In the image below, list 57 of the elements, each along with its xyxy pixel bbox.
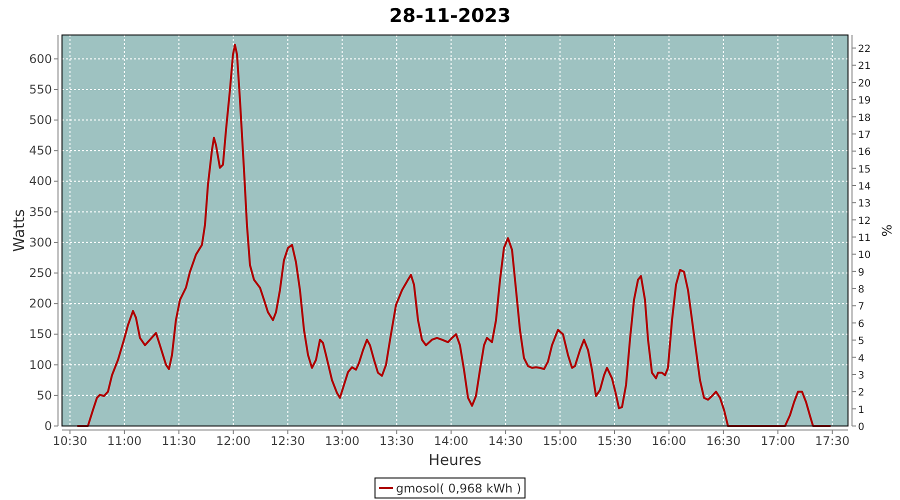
y2-tick-label: 12	[858, 216, 871, 227]
x-tick-label: 17:00	[760, 434, 796, 448]
y-tick-label: 200	[29, 296, 52, 311]
y2-tick-label: 19	[858, 96, 871, 107]
chart-title: 28-11-2023	[389, 5, 511, 27]
y2-tick-label: 6	[858, 318, 864, 330]
y-tick-label: 0	[44, 419, 52, 433]
y-tick-label: 100	[29, 358, 52, 372]
y-tick-label: 450	[29, 144, 52, 158]
y2-tick-label: 22	[858, 44, 871, 56]
y-tick-label: 550	[29, 82, 52, 96]
y-tick-label: 600	[29, 52, 52, 66]
line-series	[76, 44, 832, 427]
y2-tick-label: 10	[858, 250, 871, 262]
y2-tick-label: 8	[858, 284, 864, 296]
y2-tick-label: 9	[858, 267, 864, 278]
y2-tick-label: 16	[858, 147, 871, 158]
y2-tick-label: 5	[858, 336, 864, 348]
x-tick-label: 13:00	[324, 434, 360, 448]
y2-tick-label: 7	[858, 302, 864, 313]
x-tick-label: 10:30	[52, 434, 88, 448]
legend-label: gmosol( 0,968 kWh )	[396, 482, 522, 496]
y-tick-label: 50	[36, 388, 52, 402]
x-tick-label: 17:30	[815, 434, 850, 448]
x-tick-label: 16:30	[706, 434, 741, 448]
y2-tick-label: 4	[858, 353, 864, 364]
y-tick-label: 500	[29, 113, 52, 128]
x-tick-label: 14:30	[488, 434, 523, 448]
x-tick-label: 16:00	[652, 434, 686, 448]
x-tick-label: 11:00	[107, 434, 142, 448]
y2-tick-label: 0	[858, 422, 864, 433]
y2-tick-label: 17	[858, 130, 871, 141]
y2-tick-label: 18	[858, 112, 871, 124]
x-tick-label: 15:30	[597, 434, 632, 448]
y2-tick-label: 15	[858, 164, 871, 176]
y2-tick-label: 13	[858, 198, 871, 210]
x-tick-label: 14:00	[434, 434, 468, 448]
y2-tick-label: 1	[858, 404, 864, 416]
x-tick-label: 13:30	[379, 434, 414, 448]
y-tick-label: 400	[29, 174, 52, 188]
y2-axis-title: %	[878, 224, 893, 237]
x-tick-label: 11:30	[162, 434, 196, 448]
y-tick-label: 150	[29, 327, 52, 342]
y2-tick-label: 21	[858, 61, 871, 72]
y-tick-label: 250	[29, 266, 52, 280]
x-tick-label: 12:30	[270, 434, 306, 448]
x-tick-label: 15:00	[542, 434, 578, 448]
y-axis-title: Watts	[10, 209, 28, 252]
y2-tick-label: 20	[858, 78, 871, 90]
y2-tick-label: 14	[858, 181, 871, 192]
y2-tick-label: 3	[858, 370, 864, 382]
y-tick-label: 300	[29, 235, 52, 250]
y2-tick-label: 11	[858, 233, 871, 244]
x-axis-title: Heures	[428, 451, 482, 469]
x-tick-label: 12:00	[216, 434, 251, 448]
y2-tick-label: 2	[858, 388, 864, 399]
y-tick-label: 350	[29, 204, 52, 219]
